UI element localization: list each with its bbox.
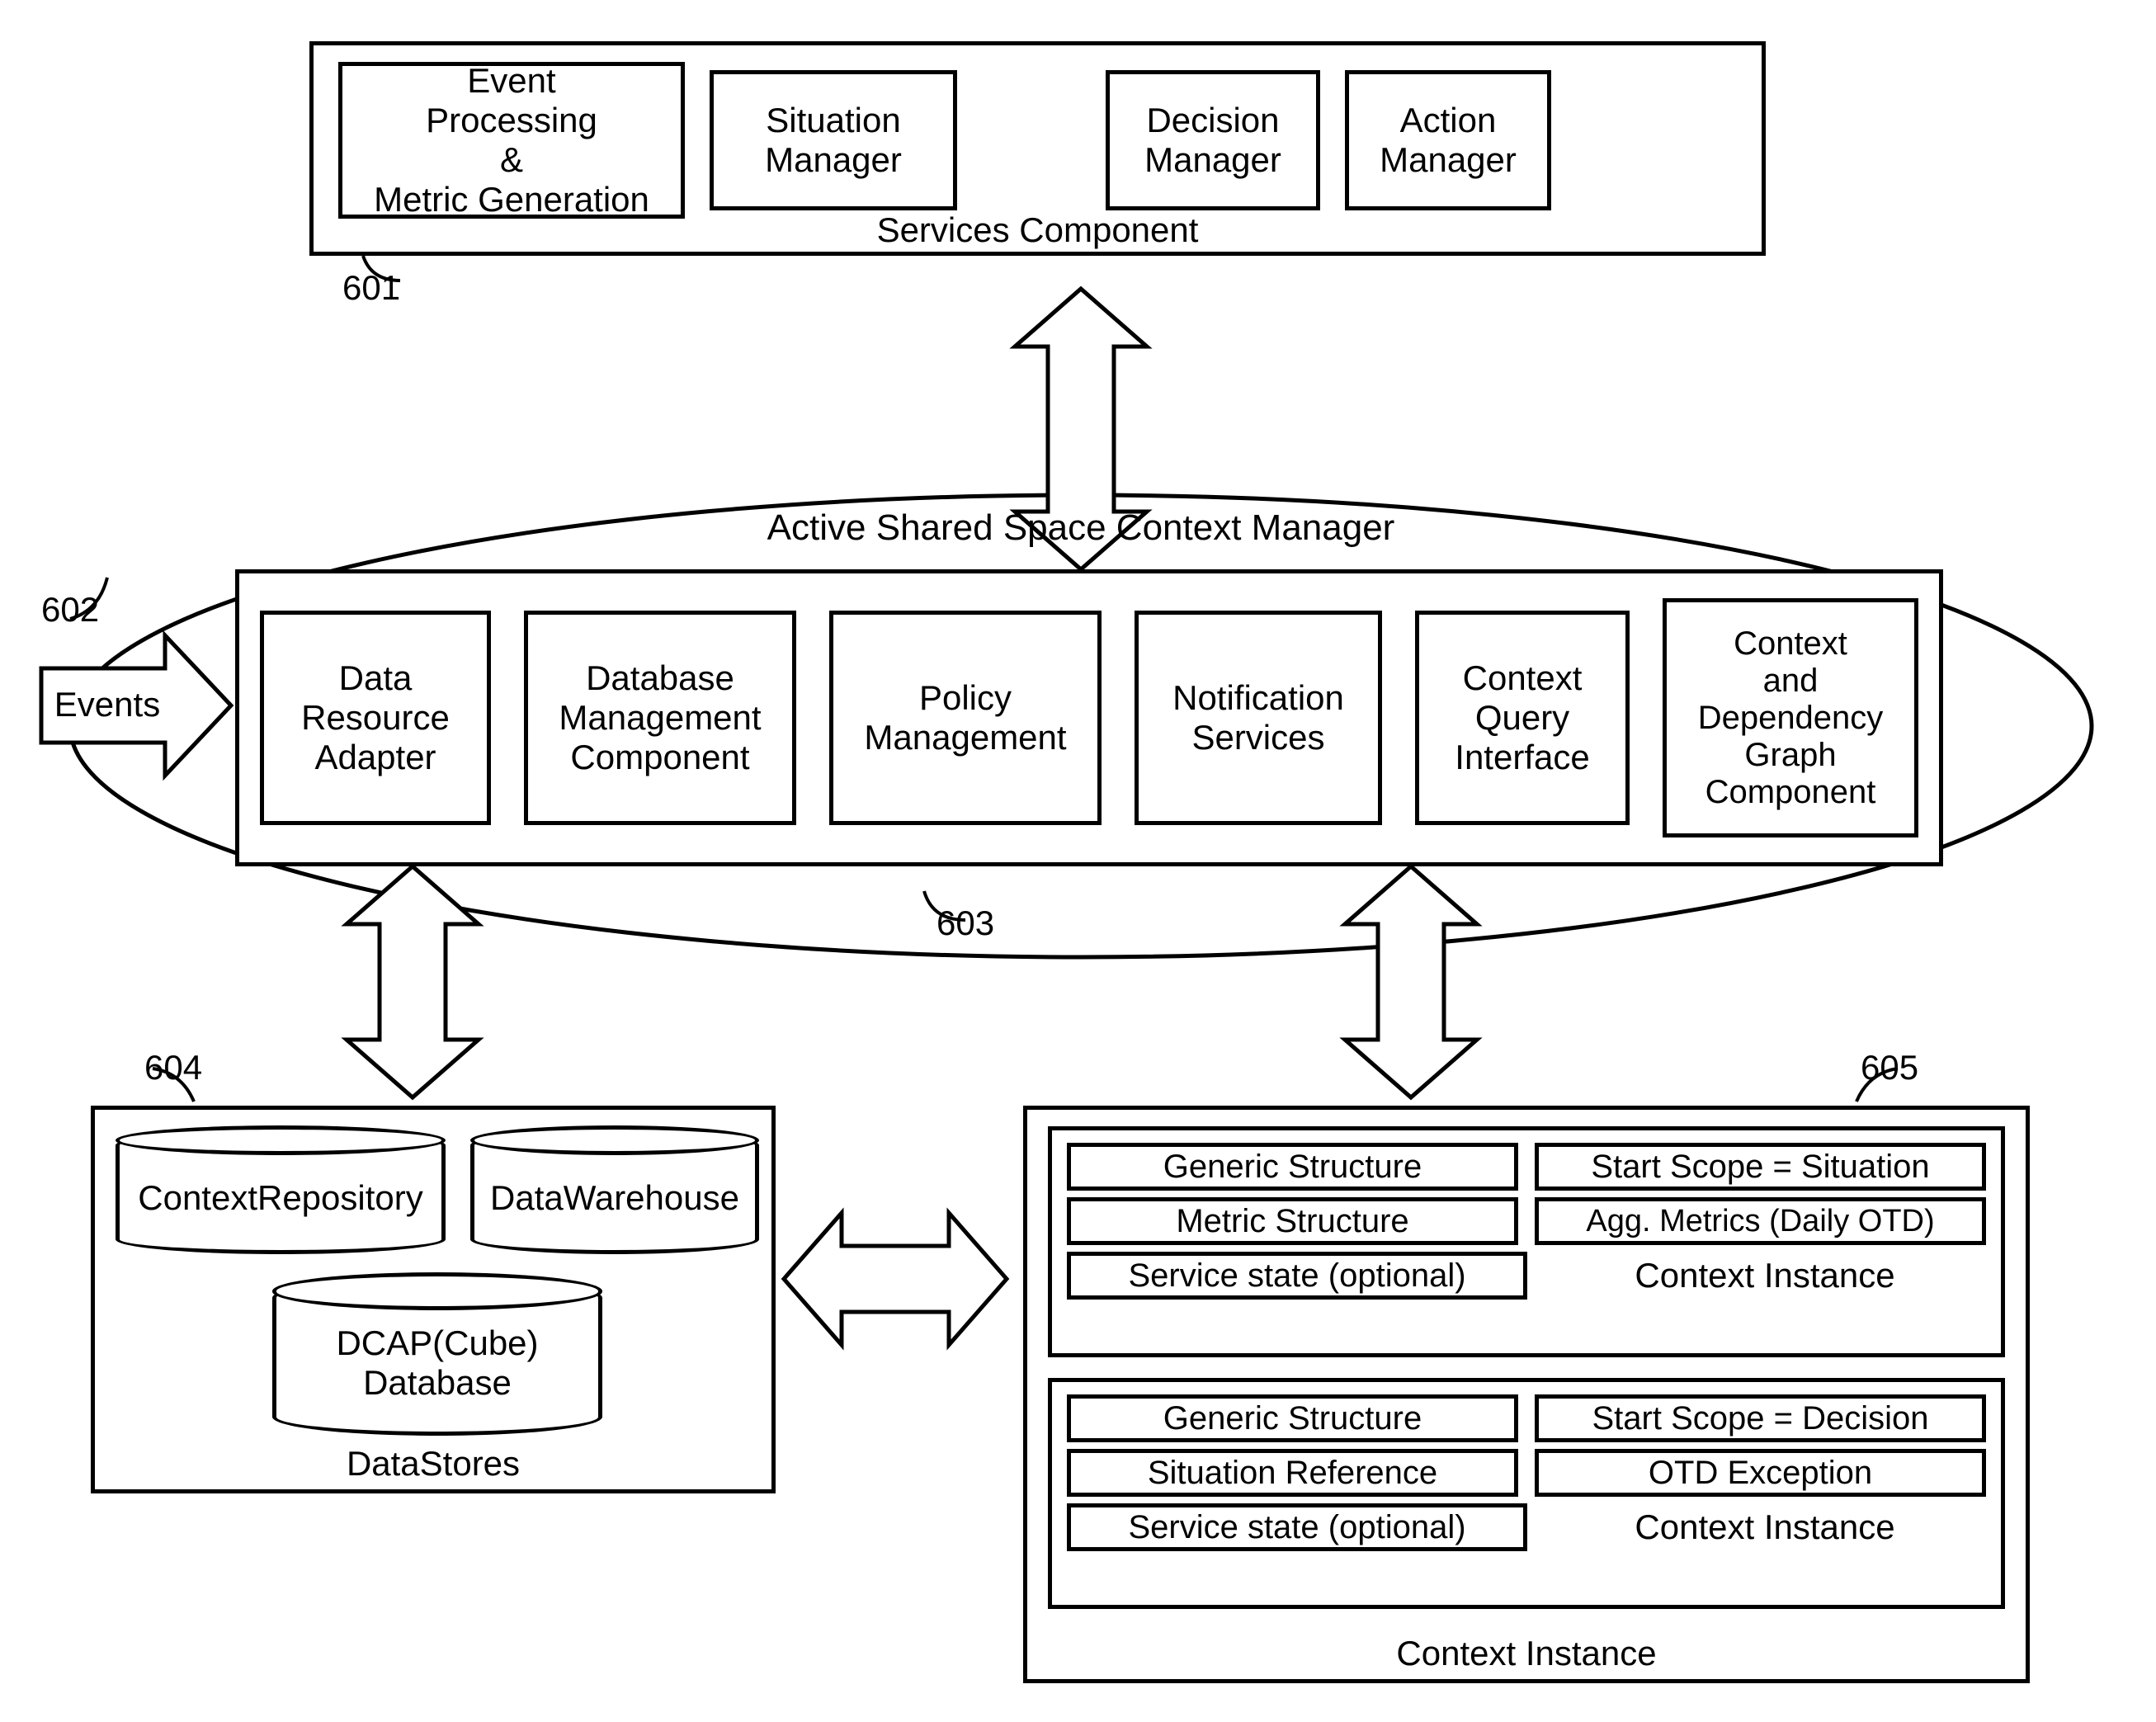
action-manager-box: Action Manager — [1345, 70, 1551, 210]
action-manager-label: Action Manager — [1380, 101, 1517, 180]
notification-services-label: Notification Services — [1172, 678, 1344, 757]
g1-agg-metrics: Agg. Metrics (Daily OTD) — [1535, 1197, 1986, 1245]
context-instance-group-2: Generic Structure Start Scope = Decision… — [1048, 1378, 2005, 1609]
context-dependency-graph-box: Context and Dependency Graph Component — [1663, 598, 1918, 837]
g1-start-scope: Start Scope = Situation — [1535, 1143, 1986, 1191]
context-query-interface-box: Context Query Interface — [1415, 611, 1630, 825]
g1-title-inner: Context Instance — [1544, 1252, 1986, 1300]
datawarehouse-label: DataWarehouse — [490, 1167, 739, 1218]
situation-manager-label: Situation Manager — [765, 101, 902, 180]
g1-service-state: Service state (optional) — [1067, 1252, 1527, 1300]
g2-generic-structure: Generic Structure — [1067, 1394, 1518, 1442]
g1-metric-structure: Metric Structure — [1067, 1197, 1518, 1245]
services-component-title: Services Component — [309, 210, 1766, 250]
policy-management-box: Policy Management — [829, 611, 1102, 825]
policy-management-label: Policy Management — [864, 678, 1066, 757]
ref-603: 603 — [936, 903, 994, 943]
g2-situation-reference: Situation Reference — [1067, 1449, 1518, 1497]
decision-manager-box: Decision Manager — [1106, 70, 1320, 210]
database-management-label: Database Management Component — [559, 658, 761, 777]
data-resource-adapter-box: Data Resource Adapter — [260, 611, 491, 825]
data-resource-adapter-label: Data Resource Adapter — [301, 658, 450, 777]
decision-manager-label: Decision Manager — [1144, 101, 1281, 180]
database-management-box: Database Management Component — [524, 611, 796, 825]
diagram-root: Event Processing & Metric Generation Sit… — [17, 17, 2139, 1705]
datawarehouse-cylinder: DataWarehouse — [470, 1130, 759, 1254]
context-instance-container: Generic Structure Start Scope = Situatio… — [1023, 1106, 2030, 1683]
events-arrow-label: Events — [45, 685, 169, 724]
situation-manager-box: Situation Manager — [710, 70, 957, 210]
context-manager-container: Data Resource Adapter Database Managemen… — [235, 569, 1943, 866]
context-dependency-graph-label: Context and Dependency Graph Component — [1698, 625, 1884, 811]
context-query-interface-label: Context Query Interface — [1455, 658, 1589, 777]
context-repository-cylinder: ContextRepository — [116, 1130, 446, 1254]
g2-service-state: Service state (optional) — [1067, 1503, 1527, 1551]
ellipse-title: Active Shared Space Context Manager — [512, 507, 1650, 549]
context-repository-label: ContextRepository — [138, 1167, 423, 1218]
arrow-datastores-to-contextinstance — [784, 1213, 1007, 1345]
g2-title-inner: Context Instance — [1544, 1503, 1986, 1551]
ref-602: 602 — [41, 590, 99, 630]
notification-services-box: Notification Services — [1135, 611, 1382, 825]
g2-start-scope: Start Scope = Decision — [1535, 1394, 1986, 1442]
context-instance-title: Context Instance — [1023, 1634, 2030, 1673]
event-processing-box: Event Processing & Metric Generation — [338, 62, 685, 219]
dcap-cube-cylinder: DCAP(Cube) Database — [272, 1279, 602, 1436]
context-instance-group-1: Generic Structure Start Scope = Situatio… — [1048, 1126, 2005, 1357]
datastores-title: DataStores — [91, 1444, 776, 1484]
ref-601: 601 — [342, 268, 400, 308]
ref-604: 604 — [144, 1048, 202, 1087]
dcap-cube-label: DCAP(Cube) Database — [336, 1312, 538, 1403]
g1-generic-structure: Generic Structure — [1067, 1143, 1518, 1191]
ref-605: 605 — [1861, 1048, 1918, 1087]
event-processing-label: Event Processing & Metric Generation — [374, 61, 649, 219]
g2-otd-exception: OTD Exception — [1535, 1449, 1986, 1497]
